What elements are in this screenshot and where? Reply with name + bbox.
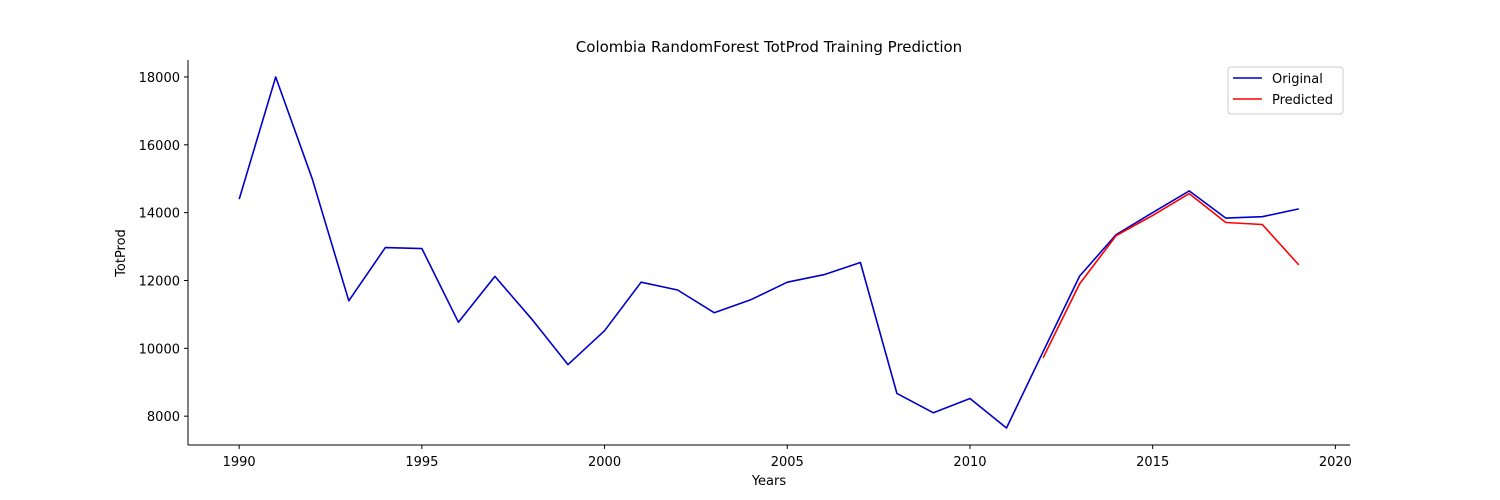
series-line-predicted <box>1042 192 1300 359</box>
axes-layer <box>187 60 1350 446</box>
legend-label-predicted: Predicted <box>1272 93 1333 108</box>
y-tick-label: 12000 <box>139 274 180 289</box>
x-tick-label: 2015 <box>1136 455 1169 470</box>
y-tick-label: 8000 <box>147 410 180 425</box>
legend-label-original: Original <box>1272 72 1323 87</box>
series-layer <box>238 76 1300 429</box>
x-ticks: 1990 1995 2000 2005 2010 2015 2020 <box>223 445 1352 470</box>
chart-title: Colombia RandomForest TotProd Training P… <box>576 38 962 56</box>
x-tick-label: 1990 <box>223 455 256 470</box>
y-tick-label: 10000 <box>139 342 180 357</box>
y-axis-label: TotProd <box>114 229 129 278</box>
series-line-original <box>238 76 1299 429</box>
x-tick-label: 1995 <box>405 455 438 470</box>
x-tick-label: 2005 <box>771 455 804 470</box>
x-axis-label: Years <box>751 474 787 489</box>
legend-items: Original Predicted <box>1233 72 1333 108</box>
legend: Original Predicted <box>1227 66 1344 115</box>
y-ticks: 8000 10000 12000 14000 16000 18000 <box>139 71 188 425</box>
x-tick-label: 2000 <box>588 455 621 470</box>
y-tick-label: 18000 <box>139 71 180 86</box>
x-tick-label: 2020 <box>1319 455 1352 470</box>
y-tick-label: 14000 <box>139 207 180 222</box>
x-tick-label: 2010 <box>953 455 986 470</box>
y-tick-label: 16000 <box>139 139 180 154</box>
